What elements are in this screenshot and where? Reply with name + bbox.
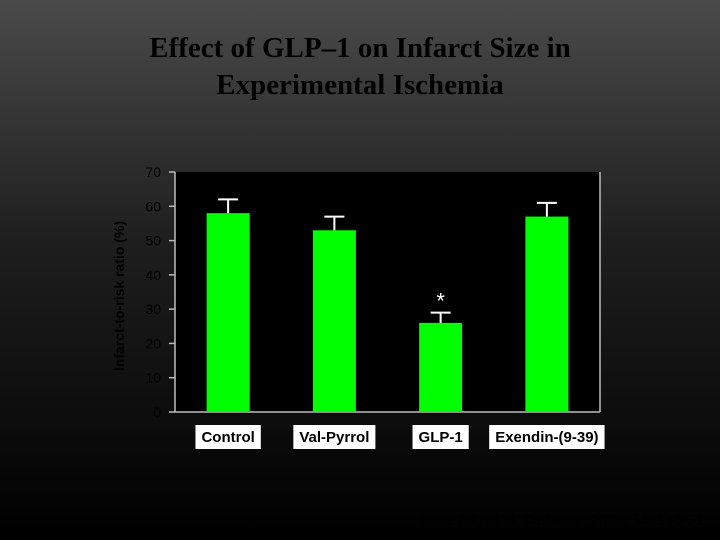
y-tick-label: 10	[145, 370, 161, 386]
y-tick-label: 70	[145, 164, 161, 180]
y-tick-label: 50	[145, 233, 161, 249]
citation-journal: Diabetes	[522, 512, 583, 529]
bar	[312, 230, 356, 412]
y-tick-label: 20	[145, 335, 161, 351]
citation-details: . 2005; 54: 146-51.	[582, 512, 708, 529]
bar	[525, 216, 569, 412]
chart-title-line-2: Experimental Ischemia	[216, 69, 504, 101]
y-tick-label: 30	[145, 301, 161, 317]
citation-authors: Bose AK, et al.	[420, 512, 523, 529]
x-tick-label: Control	[201, 429, 254, 446]
x-tick-label: Val-Pyrrol	[299, 429, 369, 446]
bar	[419, 322, 463, 412]
chart-title: Effect of GLP–1 on Infarct Size in Exper…	[0, 30, 720, 104]
x-tick-label-box	[489, 425, 605, 449]
y-tick-label: 60	[145, 198, 161, 214]
x-tick-label: Exendin-(9-39)	[495, 429, 598, 446]
x-tick-label-box	[195, 425, 261, 449]
x-tick-label-box	[293, 425, 376, 449]
x-tick-label-box	[412, 425, 469, 449]
y-axis-label: Infarct-to-risk ratio (%)	[111, 221, 127, 371]
bar	[206, 213, 250, 412]
significance-annotation: *	[436, 289, 445, 314]
citation: Bose AK, et al. Diabetes. 2005; 54: 146-…	[420, 512, 708, 529]
x-tick-label: GLP-1	[419, 429, 463, 446]
chart-title-line-1: Effect of GLP–1 on Infarct Size in	[149, 32, 571, 64]
y-tick-label: 0	[153, 404, 161, 420]
y-tick-label: 40	[145, 267, 161, 283]
